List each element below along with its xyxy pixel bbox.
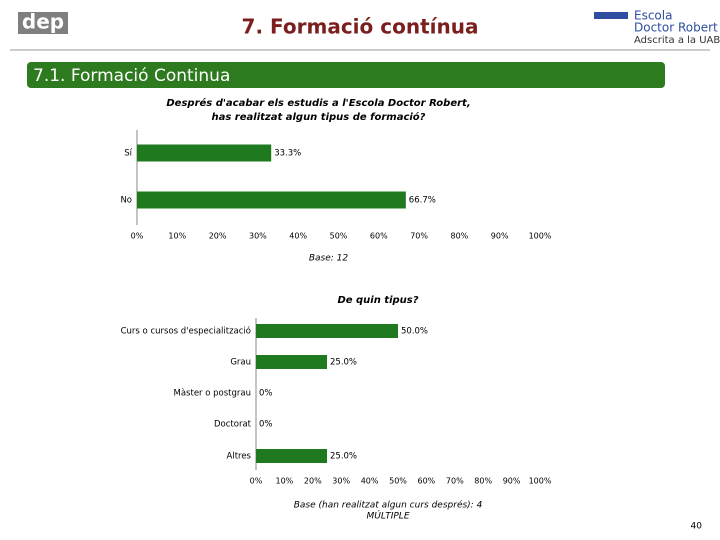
x-tick-label: 20% <box>209 232 227 241</box>
bar <box>256 449 327 463</box>
x-tick-label: 20% <box>304 477 322 486</box>
value-label: 50.0% <box>401 327 428 337</box>
bar <box>256 324 398 338</box>
x-tick-label: 0% <box>250 477 263 486</box>
logo-text: Doctor Robert <box>634 21 718 35</box>
bar <box>137 144 272 162</box>
x-tick-label: 100% <box>529 232 552 241</box>
x-tick-label: 30% <box>249 232 267 241</box>
chart-title: Després d'acabar els estudis a l'Escola … <box>166 97 470 109</box>
category-label: Sí <box>124 149 132 159</box>
x-tick-label: 30% <box>332 477 350 486</box>
x-tick-label: 50% <box>330 232 348 241</box>
page-title: 7. Formació contínua <box>242 15 479 39</box>
category-label: Doctorat <box>214 420 252 430</box>
x-tick-label: 70% <box>410 232 428 241</box>
x-tick-label: 80% <box>451 232 469 241</box>
logo-box <box>18 12 68 34</box>
x-tick-label: 10% <box>168 232 186 241</box>
value-label: 0% <box>259 420 273 430</box>
page-number: 40 <box>691 522 703 532</box>
x-tick-label: 0% <box>131 232 144 241</box>
category-label: Altres <box>227 452 252 462</box>
x-tick-label: 40% <box>289 232 307 241</box>
value-label: 33.3% <box>274 149 301 159</box>
section-title: 7.1. Formació Continua <box>33 66 230 86</box>
x-tick-label: 90% <box>491 232 509 241</box>
x-tick-label: 80% <box>474 477 492 486</box>
logo-mark <box>594 12 628 19</box>
logo-text: Escola <box>634 9 672 23</box>
logo-left: dep <box>22 10 64 34</box>
x-tick-label: 10% <box>276 477 294 486</box>
category-label: Curs o cursos d'especialització <box>121 326 251 337</box>
x-tick-label: 100% <box>529 477 552 486</box>
value-label: 0% <box>259 389 273 399</box>
bar <box>137 191 406 209</box>
x-tick-label: 90% <box>503 477 521 486</box>
note: Base (han realitzat algun curs després):… <box>294 500 483 511</box>
note: Base: 12 <box>309 254 349 264</box>
x-tick-label: 40% <box>361 477 379 486</box>
chart-title: has realitzat algun tipus de formació? <box>212 111 426 123</box>
x-tick-label: 50% <box>389 477 407 486</box>
category-label: Grau <box>230 358 251 368</box>
chart-title: De quin tipus? <box>337 295 418 306</box>
logo-text: Adscrita a la UAB <box>634 35 720 46</box>
value-label: 66.7% <box>409 196 436 206</box>
note: MÚLTIPLE <box>366 510 409 522</box>
logo-right: Escola Doctor Robert Adscrita a la UAB <box>594 9 720 46</box>
x-tick-label: 70% <box>446 477 464 486</box>
bar <box>256 355 327 369</box>
category-label: Màster o postgrau <box>174 389 251 399</box>
x-tick-label: 60% <box>418 477 436 486</box>
value-label: 25.0% <box>330 358 357 368</box>
section-band <box>27 62 665 88</box>
category-label: No <box>120 196 132 206</box>
x-tick-label: 60% <box>370 232 388 241</box>
value-label: 25.0% <box>330 452 357 462</box>
